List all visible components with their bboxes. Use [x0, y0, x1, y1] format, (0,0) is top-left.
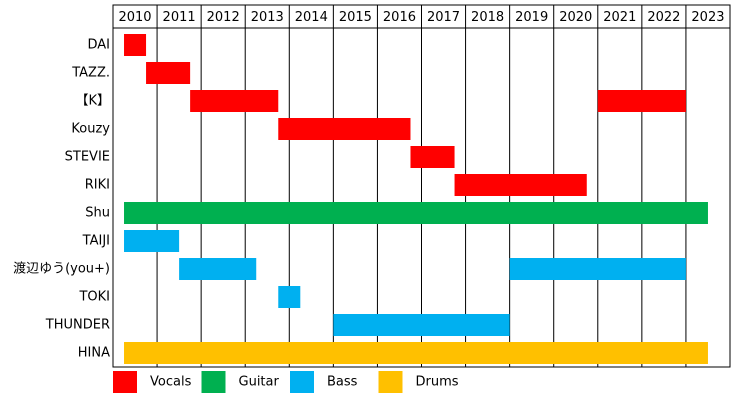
x-tick-label: 2016 — [383, 10, 416, 25]
x-tick-label: 2013 — [251, 10, 284, 25]
bar — [278, 286, 301, 308]
row-label: RIKI — [85, 178, 110, 193]
bar — [124, 202, 708, 224]
row-label: DAI — [87, 38, 110, 53]
bar — [597, 90, 686, 112]
row-label: Kouzy — [71, 122, 110, 137]
row-label: 渡辺ゆう(you+) — [13, 261, 110, 277]
bar — [124, 342, 708, 364]
x-tick-label: 2020 — [559, 10, 592, 25]
x-tick-label: 2021 — [603, 10, 636, 25]
bar — [179, 258, 257, 280]
legend-swatch — [113, 371, 137, 393]
row-label: TOKI — [78, 290, 110, 305]
x-tick-label: 2010 — [118, 10, 151, 25]
legend-swatch — [378, 371, 403, 393]
bar — [124, 34, 147, 56]
bar — [509, 258, 686, 280]
bar — [190, 90, 279, 112]
bar — [410, 146, 455, 168]
bar — [454, 174, 587, 196]
bar — [146, 62, 191, 84]
row-label: TAIJI — [82, 234, 110, 249]
row-label: 【K】 — [75, 94, 110, 109]
x-tick-label: 2017 — [427, 10, 460, 25]
x-tick-label: 2011 — [163, 10, 196, 25]
row-label: THUNDER — [45, 318, 110, 333]
bar — [278, 118, 411, 140]
row-label: Shu — [85, 206, 110, 221]
x-tick-label: 2019 — [515, 10, 548, 25]
row-label: TAZZ. — [71, 66, 110, 81]
legend-swatch — [201, 371, 226, 393]
bar — [333, 314, 510, 336]
x-tick-label: 2014 — [295, 10, 328, 25]
legend-label: Drums — [416, 375, 459, 390]
row-label: HINA — [78, 346, 110, 361]
x-tick-label: 2015 — [339, 10, 372, 25]
x-tick-label: 2012 — [207, 10, 240, 25]
legend-label: Guitar — [239, 375, 280, 390]
x-tick-label: 2018 — [471, 10, 504, 25]
row-label: STEVIE — [65, 150, 110, 165]
x-tick-label: 2023 — [691, 10, 724, 25]
bar — [124, 230, 180, 252]
x-tick-label: 2022 — [647, 10, 680, 25]
legend-label: Vocals — [150, 375, 192, 390]
legend-label: Bass — [327, 375, 358, 390]
legend-swatch — [290, 371, 314, 393]
